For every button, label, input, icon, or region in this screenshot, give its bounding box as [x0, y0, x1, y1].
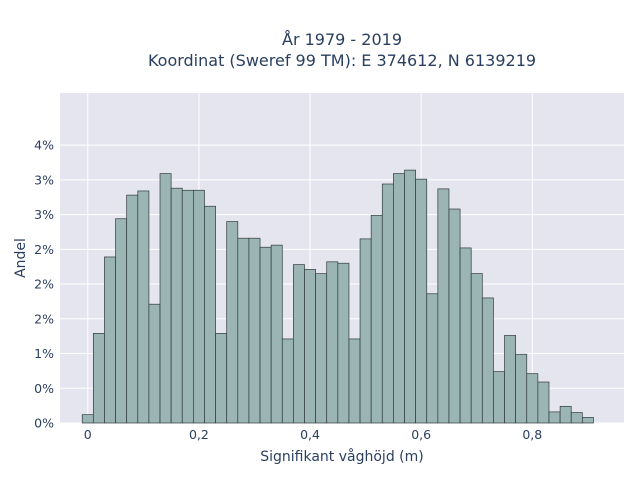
- histogram-bar: [559, 405, 572, 424]
- x-tick-label: 0: [84, 427, 92, 442]
- histogram-bar: [326, 261, 339, 424]
- histogram-bar: [348, 338, 361, 424]
- histogram-bar: [381, 183, 394, 424]
- histogram-bar: [526, 373, 539, 424]
- histogram-bar: [204, 205, 216, 424]
- histogram-bar: [115, 218, 128, 424]
- histogram-bar: [581, 417, 594, 424]
- histogram-bar: [270, 244, 283, 424]
- chart-title-line-2: Koordinat (Sweref 99 TM): E 374612, N 61…: [148, 51, 536, 70]
- histogram-bar: [226, 221, 239, 424]
- x-tick-label: 0,2: [189, 427, 209, 442]
- histogram-bar: [281, 338, 294, 424]
- histogram-bar: [137, 190, 150, 424]
- histogram-bar: [537, 381, 550, 424]
- histogram-bar: [248, 237, 261, 424]
- histogram-bar: [159, 173, 172, 424]
- histogram-bar: [148, 303, 161, 424]
- histogram-bar: [404, 169, 416, 424]
- histogram-bar: [315, 273, 328, 424]
- histogram-bar: [548, 411, 561, 424]
- x-axis-title: Signifikant våghöjd (m): [260, 448, 423, 465]
- histogram-bar: [470, 273, 483, 424]
- histogram-bar: [293, 264, 305, 424]
- histogram-bar: [81, 414, 94, 424]
- y-tick-label: 0%: [34, 381, 54, 396]
- histogram-bar: [104, 256, 116, 424]
- histogram-bar: [448, 208, 461, 424]
- y-tick-label: 4%: [34, 138, 54, 153]
- y-tick-label: 3%: [34, 207, 54, 222]
- histogram-bar: [259, 246, 272, 424]
- histogram-bar: [459, 247, 472, 424]
- histogram-bar: [304, 269, 316, 424]
- chart-title-line-1: År 1979 - 2019: [282, 30, 402, 49]
- histogram-bar: [370, 214, 383, 424]
- histogram-bar: [193, 189, 205, 424]
- histogram-bar: [515, 353, 528, 424]
- histogram-bar: [504, 335, 516, 424]
- histogram-bar: [237, 237, 250, 424]
- histogram-bar: [359, 238, 372, 424]
- tick-labels: 0% 0% 1% 2% 2% 2% 3% 3% 4% 0 0,2 0,4 0,6 0,8: [34, 138, 542, 442]
- y-axis-title: Andel: [13, 238, 29, 278]
- histogram-bar: [181, 189, 194, 424]
- histogram-bar: [92, 333, 105, 424]
- x-tick-label: 0,4: [300, 427, 320, 442]
- x-tick-label: 0,6: [411, 427, 431, 442]
- histogram-bar: [570, 412, 583, 424]
- histogram-bar: [337, 262, 350, 424]
- histogram-bar: [426, 293, 439, 424]
- y-tick-label: 2%: [34, 311, 54, 326]
- histogram-bar: [393, 173, 405, 424]
- histogram-bar: [493, 371, 505, 424]
- histogram-bar: [415, 178, 428, 424]
- y-tick-label: 2%: [34, 242, 54, 257]
- y-tick-label: 2%: [34, 277, 54, 292]
- histogram-bar: [215, 333, 228, 424]
- y-tick-label: 3%: [34, 172, 54, 187]
- histogram-bar: [437, 188, 450, 424]
- x-tick-label: 0,8: [522, 427, 542, 442]
- y-tick-label: 0%: [34, 416, 54, 431]
- bars: [81, 169, 594, 424]
- histogram-bar: [126, 194, 139, 424]
- histogram-bar: [481, 297, 494, 424]
- y-tick-label: 1%: [34, 346, 54, 361]
- histogram-bar: [170, 187, 183, 424]
